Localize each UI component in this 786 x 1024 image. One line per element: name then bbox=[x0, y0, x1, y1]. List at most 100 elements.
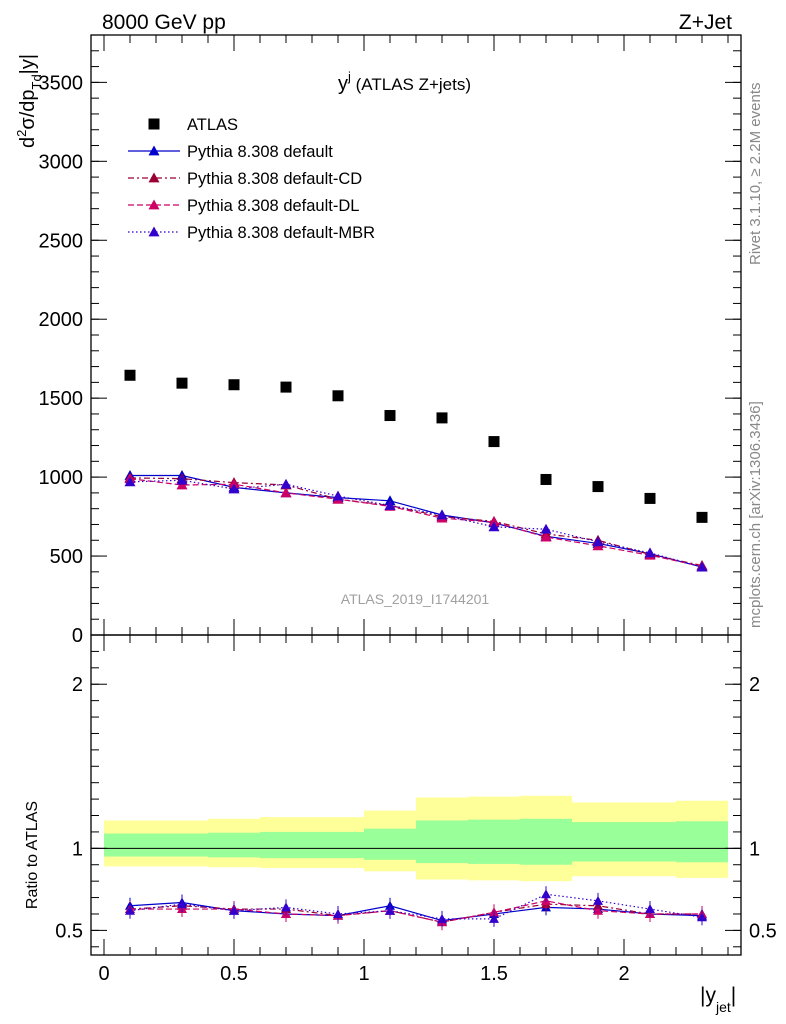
ratio-series-pythia-8-308-default-mbr bbox=[125, 886, 707, 927]
main-ylabel: d2σ/dpTd|y| bbox=[14, 54, 44, 148]
triangle-marker bbox=[436, 509, 448, 520]
header-right: Z+Jet bbox=[679, 11, 732, 34]
band-green bbox=[312, 831, 364, 859]
data-point bbox=[124, 369, 136, 381]
triangle-marker bbox=[148, 172, 160, 183]
legend-label: Pythia 8.308 default-MBR bbox=[187, 224, 375, 242]
x-tick-label: 1.5 bbox=[480, 963, 508, 985]
triangle-marker bbox=[228, 483, 240, 494]
triangle-marker bbox=[229, 905, 239, 915]
legend-item: Pythia 8.308 default-MBR bbox=[128, 224, 375, 242]
mcplots-text: mcplots.cern.ch [arXiv:1306.3436] bbox=[747, 401, 764, 628]
triangle-marker bbox=[488, 521, 500, 532]
triangle-marker bbox=[384, 500, 396, 510]
y-tick-label: 1500 bbox=[39, 388, 84, 410]
plot-title: yj (ATLAS Z+jets) bbox=[338, 69, 471, 95]
triangle-marker bbox=[696, 561, 708, 572]
band-green bbox=[156, 833, 208, 857]
rivet-text: Rivet 3.1.10, ≥ 2.2M events bbox=[747, 83, 764, 266]
band-green bbox=[572, 822, 624, 862]
data-point bbox=[280, 381, 292, 393]
triangle-marker bbox=[148, 226, 160, 237]
data-point bbox=[332, 390, 344, 402]
data-point bbox=[384, 410, 396, 422]
legend-item: Pythia 8.308 default-CD bbox=[128, 170, 362, 188]
series-atlas bbox=[124, 369, 708, 523]
y-tick-label: 2 bbox=[72, 674, 83, 696]
series-line bbox=[130, 474, 703, 568]
triangle-marker bbox=[592, 536, 604, 547]
xlabel-main: |y bbox=[700, 984, 716, 1007]
triangle-marker bbox=[540, 531, 552, 542]
triangle-marker bbox=[593, 895, 603, 905]
band-green bbox=[208, 832, 260, 858]
x-tick-label: 1 bbox=[358, 963, 369, 985]
main-panel-series bbox=[124, 369, 708, 572]
y-tick-label: 0.5 bbox=[55, 920, 83, 942]
data-point bbox=[696, 511, 708, 523]
triangle-marker bbox=[148, 145, 160, 156]
plot-title-rest: (ATLAS Z+jets) bbox=[351, 75, 471, 94]
triangle-marker bbox=[332, 490, 344, 501]
ratio-line bbox=[129, 903, 702, 923]
band-green bbox=[104, 833, 156, 857]
band-green bbox=[260, 831, 312, 859]
band-green bbox=[364, 828, 416, 860]
triangle-marker bbox=[697, 912, 707, 922]
y-tick-label: 1000 bbox=[39, 467, 84, 489]
ratio-panel-axes: 0.5 0.5 1 1 2 2 0 0.5 1 1.5 2 bbox=[55, 634, 777, 985]
legend-item: ATLAS bbox=[148, 116, 238, 134]
y-tick-label-right: 0.5 bbox=[749, 920, 777, 942]
triangle-marker bbox=[124, 476, 136, 487]
y-tick-label-right: 2 bbox=[749, 674, 760, 696]
triangle-marker bbox=[489, 913, 499, 923]
legend-label: Pythia 8.308 default-DL bbox=[187, 197, 359, 215]
triangle-marker bbox=[540, 523, 552, 534]
x-tick-label: 0 bbox=[98, 963, 109, 985]
triangle-marker bbox=[177, 899, 187, 909]
plot-title-sup: j bbox=[347, 69, 351, 84]
legend-item: Pythia 8.308 default bbox=[128, 143, 333, 161]
triangle-marker bbox=[385, 905, 395, 915]
svg-text:d2σ/dpTd|y|: d2σ/dpTd|y| bbox=[14, 54, 44, 148]
watermark: ATLAS_2019_I1744201 bbox=[341, 591, 490, 607]
header-left: 8000 GeV pp bbox=[102, 11, 226, 34]
xlabel-end: | bbox=[731, 984, 736, 1007]
y-tick-label: 2500 bbox=[39, 230, 84, 252]
legend-marker bbox=[148, 118, 160, 130]
x-tick-label: 2 bbox=[618, 963, 629, 985]
data-point bbox=[592, 481, 604, 493]
y-tick-label: 0 bbox=[72, 625, 83, 647]
xlabel: |yjet| bbox=[700, 984, 736, 1015]
band-green bbox=[520, 818, 572, 865]
band-green bbox=[416, 820, 468, 864]
triangle-marker bbox=[125, 905, 135, 915]
data-point bbox=[540, 473, 552, 485]
triangle-marker bbox=[148, 199, 160, 210]
y-tick-label: 500 bbox=[50, 546, 83, 568]
band-green bbox=[676, 821, 728, 863]
legend-label: Pythia 8.308 default bbox=[187, 143, 333, 161]
ratio-panel-background bbox=[91, 795, 741, 882]
triangle-marker bbox=[333, 908, 343, 918]
band-green bbox=[468, 819, 520, 864]
series-line bbox=[129, 477, 703, 567]
data-point bbox=[488, 436, 500, 448]
triangle-marker bbox=[280, 478, 292, 489]
y-tick-label: 2000 bbox=[39, 309, 84, 331]
series-pythia-8-308-default-mbr bbox=[124, 474, 708, 572]
ratio-panel-series bbox=[125, 886, 707, 931]
triangle-marker bbox=[280, 487, 292, 498]
data-point bbox=[176, 377, 188, 389]
legend: ATLAS Pythia 8.308 default Pythia 8.308 de… bbox=[128, 116, 375, 242]
y-tick-label: 3500 bbox=[39, 72, 84, 94]
ratio-ylabel: Ratio to ATLAS bbox=[24, 801, 41, 909]
triangle-marker bbox=[176, 474, 188, 485]
triangle-marker bbox=[644, 547, 656, 558]
x-tick-label: 0.5 bbox=[220, 963, 248, 985]
legend-label: ATLAS bbox=[187, 116, 238, 134]
legend-item: Pythia 8.308 default-DL bbox=[128, 197, 359, 215]
band-green bbox=[624, 822, 676, 862]
y-tick-label-right: 1 bbox=[749, 838, 760, 860]
